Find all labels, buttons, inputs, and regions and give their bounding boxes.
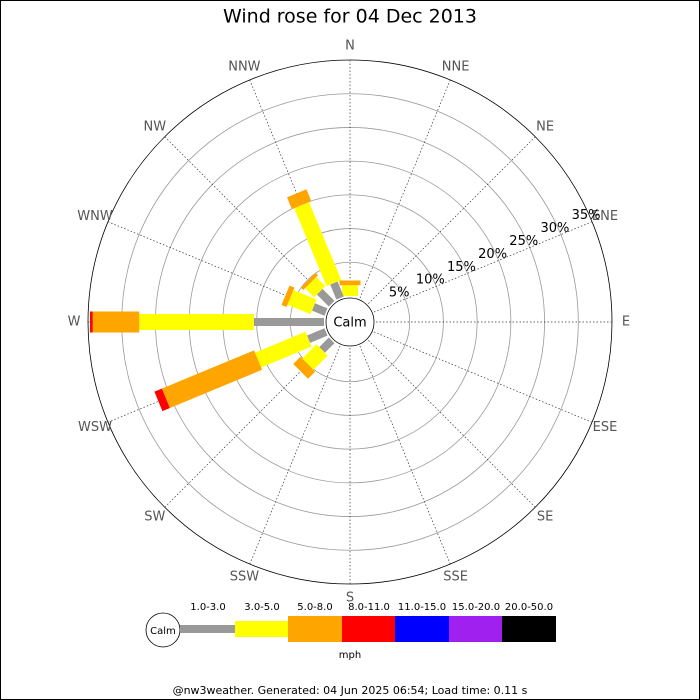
direction-label: SE [537,510,553,525]
wind-bar [161,350,263,408]
ring-label: 35% [572,208,601,223]
legend-calm-label: Calm [150,626,176,637]
direction-spoke [373,221,593,313]
direction-label: ENE [592,209,618,224]
chart-title: Wind rose for 04 Dec 2013 [223,6,477,28]
wind-bar [287,289,317,315]
wind-bar [293,356,316,379]
ring-label: 15% [447,260,476,275]
ring-label: 25% [509,234,538,249]
legend-label: 8.0-11.0 [348,602,390,613]
wind-bar [300,272,319,291]
legend-swatch [235,621,288,637]
direction-label: NE [536,119,554,134]
direction-spoke [164,136,332,304]
direction-label: SSE [443,569,468,584]
direction-label: NNW [228,60,260,75]
direction-label: ESE [593,420,618,435]
direction-spoke [359,345,451,565]
direction-label: NW [144,119,167,134]
ring-label: 10% [416,273,445,288]
direction-spoke [368,340,536,508]
wind-bar [281,285,295,308]
direction-label: NNE [442,60,470,75]
calm-circle [325,297,375,347]
direction-spoke [249,345,341,565]
wind-bar [154,388,170,412]
calm-label: Calm [333,316,366,331]
legend-label: 11.0-15.0 [398,602,446,613]
wind-bar [311,303,328,316]
legend-swatch [395,616,449,642]
wind-bar [330,281,344,300]
legend-swatch [180,625,235,633]
direction-label: WNW [77,209,113,224]
direction-label: WSW [78,420,112,435]
footer: @nw3weather. Generated: 04 Jun 2025 06:5… [173,684,528,697]
legend-label: 15.0-20.0 [452,602,500,613]
legend-label: 3.0-5.0 [244,602,279,613]
wind-bar [253,318,324,326]
wind-bar [139,314,254,330]
wind-bar [319,337,335,353]
wind-bar [92,311,140,333]
legend-swatch [342,616,395,642]
legend-label: 20.0-50.0 [505,602,553,613]
legend-swatch [502,616,556,642]
wind-bar [302,344,328,370]
direction-label: W [68,315,81,330]
legend-swatch [449,616,502,642]
legend-label: 1.0-3.0 [190,602,225,613]
wind-bar [255,331,312,368]
legend-label: 5.0-8.0 [297,602,332,613]
direction-spoke [373,331,593,423]
wind-bar [286,189,312,210]
wind-bar [304,276,326,298]
unit-label: mph [339,650,361,661]
wind-bar [339,280,361,286]
ring-label: 5% [389,286,410,301]
wind-bar [90,311,93,333]
direction-label: E [622,315,630,330]
legend-swatch [288,616,342,642]
direction-label: S [346,591,354,606]
direction-spoke [359,79,451,299]
direction-spoke [368,136,536,304]
direction-label: N [345,39,355,54]
wind-bar [342,285,358,296]
ring-label: 30% [540,221,569,236]
direction-label: SW [144,510,165,525]
direction-label: SSW [230,569,260,584]
wind-bar [316,288,335,307]
wind-bar [307,328,328,343]
ring-label: 20% [478,247,507,262]
wind-bar [294,202,342,287]
